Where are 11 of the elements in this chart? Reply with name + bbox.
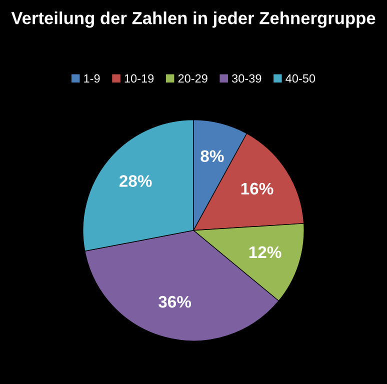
data-label: 12% (249, 246, 282, 258)
legend-label: 30-39 (232, 74, 262, 83)
data-label: 16% (241, 182, 274, 195)
data-label: 28% (119, 175, 152, 187)
data-label: 8% (200, 150, 224, 162)
legend-label: 1-9 (84, 74, 100, 83)
legend-label: 10-19 (124, 74, 154, 83)
legend-label: 20-29 (178, 74, 208, 83)
legend-label: 40-50 (286, 74, 316, 83)
chart-title: Verteilung der Zahlen in jeder Zehnergruppe (11, 12, 376, 28)
data-label: 36% (158, 296, 192, 308)
